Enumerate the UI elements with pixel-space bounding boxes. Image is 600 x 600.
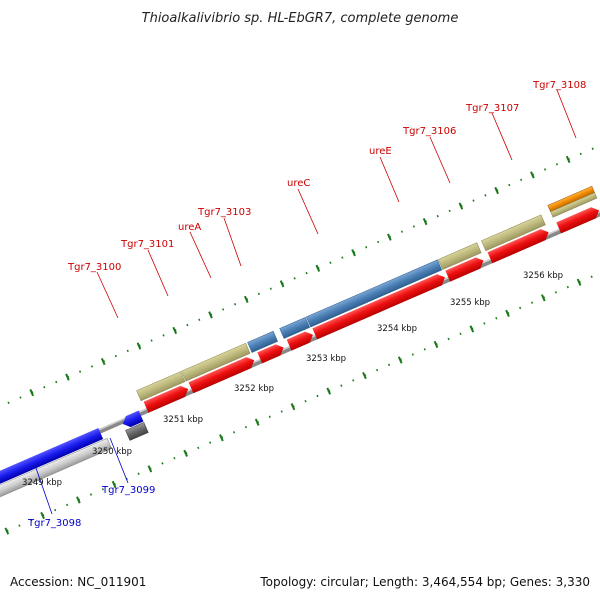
leader-urea (189, 231, 212, 279)
lower-major-tick (111, 480, 117, 489)
upper-major-tick (351, 249, 356, 257)
gene-labels-forward: Tgr7_3100 Tgr7_3101 ureA Tgr7_3103 ureC … (67, 80, 586, 319)
leader-tgr7-3108 (556, 89, 577, 139)
cds-arrow-tgr7-3106[interactable] (487, 227, 551, 264)
lower-major-ticks (4, 278, 582, 535)
leader-tgr7-3107 (491, 112, 513, 161)
lower-major-tick (290, 403, 296, 411)
scale-label-3254: 3254 kbp (377, 324, 417, 334)
cds-arrow-tgr7-3101[interactable] (188, 355, 257, 394)
label-urea[interactable]: ureA (178, 222, 201, 233)
cds-arrow-tgr7-3099[interactable] (120, 410, 144, 429)
label-uree[interactable]: ureE (369, 146, 392, 157)
lower-major-tick (254, 418, 260, 426)
lower-major-tick (469, 325, 475, 333)
upper-major-tick (494, 186, 499, 195)
label-tgr7-3108[interactable]: Tgr7_3108 (532, 80, 586, 91)
leader-tgr7-3101 (147, 249, 169, 297)
leader-tgr7-3099 (109, 437, 129, 484)
lower-major-tick (326, 387, 332, 395)
cds-arrow-tgr7-3107[interactable] (556, 205, 600, 234)
forward-genes (136, 185, 600, 413)
upper-major-tick (172, 326, 178, 335)
label-tgr7-3106[interactable]: Tgr7_3106 (402, 126, 456, 137)
upper-major-tick (565, 155, 571, 164)
upper-major-tick (387, 233, 392, 241)
lower-major-tick (183, 449, 188, 457)
upper-major-tick (100, 357, 106, 366)
lower-major-tick (576, 278, 582, 286)
leader-tgr7-3106 (429, 136, 451, 184)
upper-major-tick (136, 342, 142, 350)
cds-arrow-tgr7-3100[interactable] (143, 383, 191, 413)
gene-box-tgr7-3098[interactable] (0, 438, 112, 500)
scale-label-3255: 3255 kbp (450, 298, 490, 308)
gene-box-urec[interactable] (305, 259, 443, 328)
label-tgr7-3107[interactable]: Tgr7_3107 (465, 103, 519, 114)
cds-arrow-urea[interactable] (257, 342, 286, 364)
label-urec[interactable]: ureC (287, 178, 310, 189)
upper-major-tick (243, 295, 249, 303)
lower-major-tick (219, 434, 224, 442)
upper-major-tick (458, 202, 464, 210)
lower-major-tick (147, 465, 153, 473)
upper-tick-track (0, 119, 600, 441)
upper-major-tick (315, 264, 321, 272)
cds-arrow-tgr7-3103[interactable] (286, 329, 316, 351)
lower-major-tick (4, 527, 10, 535)
leader-urec (297, 188, 319, 235)
upper-major-tick (29, 389, 35, 397)
upper-major-tick (65, 373, 70, 381)
upper-major-ticks (29, 155, 571, 397)
map-title: Thioalkalivibrio sp. HL-EbGR7, complete … (142, 11, 459, 26)
accession-text: Accession: NC_011901 (10, 575, 146, 589)
upper-major-tick (279, 280, 285, 288)
gene-box-tgr7-3106[interactable] (481, 214, 546, 252)
lower-major-tick (40, 511, 45, 520)
label-tgr7-3099[interactable]: Tgr7_3099 (101, 485, 155, 496)
cds-arrow-tgr7-3098[interactable] (0, 428, 104, 489)
genome-info-text: Topology: circular; Length: 3,464,554 bp… (259, 575, 590, 589)
scale-label-3251: 3251 kbp (163, 415, 203, 425)
gene-labels-reverse: Tgr7_3099 Tgr7_3098 (27, 437, 155, 529)
scale-label-3253: 3253 kbp (306, 354, 346, 364)
gene-box-tgr7-3099[interactable] (125, 422, 149, 441)
gene-box-tgr7-3100[interactable] (136, 371, 186, 402)
lower-major-tick (362, 371, 367, 380)
gene-box-tgr7-3103[interactable] (279, 316, 311, 339)
upper-major-tick (422, 217, 428, 226)
label-tgr7-3100[interactable]: Tgr7_3100 (67, 262, 121, 273)
scale-label-3250: 3250 kbp (92, 447, 132, 457)
cds-arrow-urec[interactable] (312, 272, 447, 340)
lower-major-tick (433, 340, 439, 349)
cds-arrow-uree[interactable] (445, 255, 486, 282)
leader-uree (379, 156, 400, 203)
leader-tgr7-3103 (223, 217, 242, 267)
label-tgr7-3103[interactable]: Tgr7_3103 (197, 207, 251, 218)
scale-label-3256: 3256 kbp (523, 271, 563, 281)
upper-major-tick (208, 311, 213, 319)
scale-label-3252: 3252 kbp (234, 384, 274, 394)
upper-major-tick (530, 171, 535, 179)
gene-box-tgr7-3107-b[interactable] (550, 192, 598, 218)
lower-major-tick (76, 496, 81, 504)
lower-major-tick (540, 294, 546, 302)
lower-tick-track (0, 226, 600, 548)
leader-tgr7-3098 (35, 467, 53, 515)
label-tgr7-3098[interactable]: Tgr7_3098 (27, 518, 81, 529)
reverse-genes (0, 410, 149, 500)
scale-labels: 3249 kbp 3250 kbp 3251 kbp 3252 kbp 3253… (22, 271, 563, 488)
scale-label-3249: 3249 kbp (22, 478, 62, 488)
lower-major-tick (505, 309, 510, 317)
gene-box-urea[interactable] (247, 330, 278, 353)
leader-tgr7-3100 (96, 271, 119, 319)
label-tgr7-3101[interactable]: Tgr7_3101 (120, 239, 174, 250)
lower-major-tick (397, 356, 403, 364)
gene-box-uree[interactable] (437, 242, 482, 270)
gene-box-tgr7-3101[interactable] (181, 342, 251, 382)
